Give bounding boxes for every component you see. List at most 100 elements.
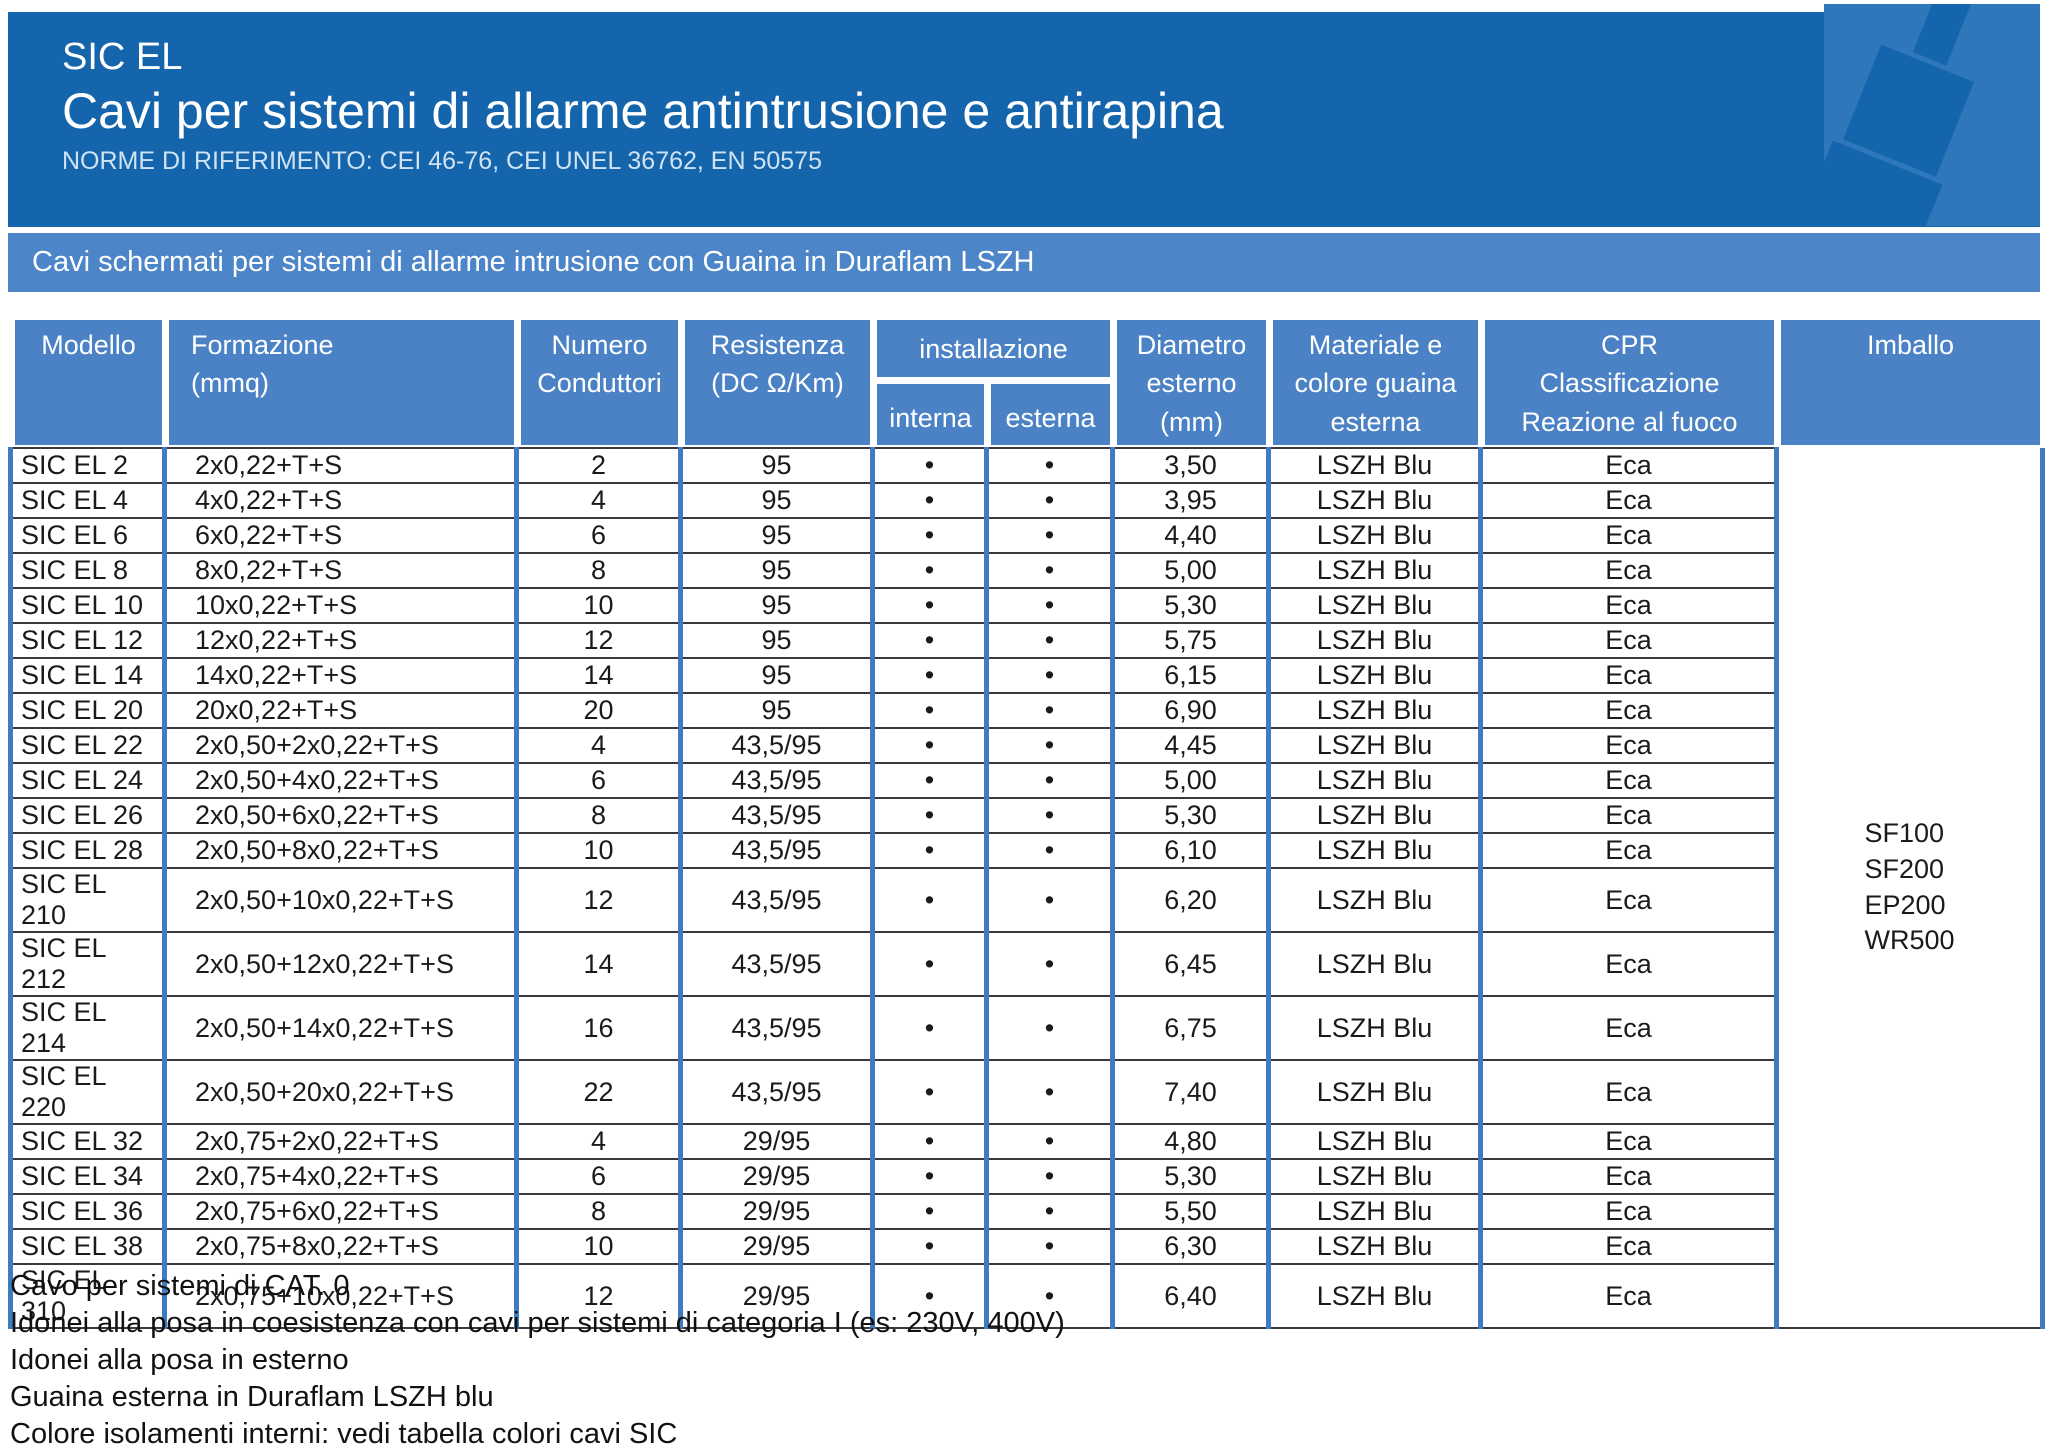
cell-installation-interna: • (870, 762, 989, 799)
cell-cpr: Eca (1478, 832, 1779, 869)
cell-installation-esterna: • (984, 797, 1115, 834)
cell-sheath: LSZH Blu (1266, 482, 1483, 519)
cell-sheath: LSZH Blu (1266, 1263, 1483, 1329)
note-line: Idonei alla posa in esterno (10, 1344, 349, 1376)
cell-resistance: 29/95 (678, 1158, 875, 1195)
cell-installation-esterna: • (984, 692, 1115, 729)
cell-installation-interna: • (870, 727, 989, 764)
page-header: SIC EL Cavi per sistemi di allarme antin… (8, 4, 2040, 227)
header-text-block: SIC EL Cavi per sistemi di allarme antin… (8, 12, 2040, 176)
cell-installation-interna: • (870, 622, 989, 659)
cell-conductors: 16 (514, 995, 683, 1061)
table-row: SIC EL 6 6x0,22+T+S 6 95 • • 4,40 LSZH B… (8, 517, 2043, 554)
cell-model: SIC EL 38 (8, 1228, 167, 1265)
cell-cpr: Eca (1478, 727, 1779, 764)
cell-cpr: Eca (1478, 1059, 1779, 1125)
footer-notes: Cavo per sistemi di CAT. 0 Idonei alla p… (10, 1268, 1065, 1453)
cell-model: SIC EL 22 (8, 727, 167, 764)
cell-conductors: 6 (514, 762, 683, 799)
cell-resistance: 43,5/95 (678, 797, 875, 834)
table-body: SIC EL 2 2x0,22+T+S 2 95 • • 3,50 LSZH B… (8, 447, 2045, 1329)
cell-resistance: 43,5/95 (678, 1059, 875, 1125)
cell-model: SIC EL 20 (8, 692, 167, 729)
cell-cpr: Eca (1478, 482, 1779, 519)
col-header-cpr: CPR Classificazione Reazione al fuoco (1478, 313, 1781, 452)
table-row: SIC EL 212 2x0,50+12x0,22+T+S 14 43,5/95… (8, 931, 2043, 997)
note-line: Idonei alla posa in coesistenza con cavi… (10, 1307, 1065, 1339)
cell-conductors: 4 (514, 1123, 683, 1160)
cell-sheath: LSZH Blu (1266, 1059, 1483, 1125)
cell-installation-interna: • (870, 867, 989, 933)
cell-conductors: 2 (514, 447, 683, 484)
table-row: SIC EL 210 2x0,50+10x0,22+T+S 12 43,5/95… (8, 867, 2043, 933)
table-row: SIC EL 2 2x0,22+T+S 2 95 • • 3,50 LSZH B… (8, 447, 2045, 1329)
cell-conductors: 10 (514, 1228, 683, 1265)
cell-conductors: 14 (514, 931, 683, 997)
cell-model: SIC EL 212 (8, 931, 167, 997)
cell-diameter: 6,30 (1110, 1228, 1271, 1265)
cell-diameter: 5,75 (1110, 622, 1271, 659)
cell-installation-interna: • (870, 587, 989, 624)
cell-cpr: Eca (1478, 1123, 1779, 1160)
section-banner: Cavi schermati per sistemi di allarme in… (8, 233, 2040, 292)
cell-cpr: Eca (1478, 1193, 1779, 1230)
reference-norms: NORME DI RIFERIMENTO: CEI 46-76, CEI UNE… (62, 146, 822, 175)
cell-installation-esterna: • (984, 832, 1115, 869)
cell-model: SIC EL 12 (8, 622, 167, 659)
cell-formation: 2x0,75+4x0,22+T+S (162, 1158, 519, 1195)
cell-formation: 12x0,22+T+S (162, 622, 519, 659)
cell-formation: 2x0,22+T+S (162, 447, 519, 484)
section-banner-text: Cavi schermati per sistemi di allarme in… (32, 246, 1035, 278)
cell-formation: 6x0,22+T+S (162, 517, 519, 554)
cell-installation-esterna: • (984, 1158, 1115, 1195)
table-row: SIC EL 4 4x0,22+T+S 4 95 • • 3,95 LSZH B… (8, 482, 2043, 519)
cell-resistance: 95 (678, 447, 875, 484)
cell-diameter: 6,75 (1110, 995, 1271, 1061)
cell-conductors: 22 (514, 1059, 683, 1125)
cell-model: SIC EL 32 (8, 1123, 167, 1160)
table-row: SIC EL 32 2x0,75+2x0,22+T+S 4 29/95 • • … (8, 1123, 2043, 1160)
cell-resistance: 29/95 (678, 1193, 875, 1230)
cell-resistance: 43,5/95 (678, 867, 875, 933)
cell-formation: 2x0,75+8x0,22+T+S (162, 1228, 519, 1265)
cell-diameter: 5,30 (1110, 797, 1271, 834)
cell-installation-interna: • (870, 1263, 989, 1329)
col-header-resistenza: Resistenza (DC Ω/Km) (678, 313, 877, 452)
col-header-materiale: Materiale e colore guaina esterna (1266, 313, 1485, 452)
table-row: SIC EL 214 2x0,50+14x0,22+T+S 16 43,5/95… (8, 995, 2043, 1061)
cell-sheath: LSZH Blu (1266, 587, 1483, 624)
cell-formation: 2x0,50+8x0,22+T+S (162, 832, 519, 869)
cell-conductors: 4 (514, 727, 683, 764)
cell-sheath: LSZH Blu (1266, 995, 1483, 1061)
cell-resistance: 95 (678, 552, 875, 589)
cell-conductors: 4 (514, 482, 683, 519)
table-row: SIC EL 10 10x0,22+T+S 10 95 • • 5,30 LSZ… (8, 587, 2043, 624)
cell-sheath: LSZH Blu (1266, 931, 1483, 997)
cell-model: SIC EL 2 (8, 447, 167, 484)
cell-sheath: LSZH Blu (1266, 447, 1483, 484)
cell-imballo: SF100 SF200 EP200 WR500 (1774, 448, 2045, 1329)
cell-installation-interna: • (870, 1158, 989, 1195)
cell-cpr: Eca (1478, 1228, 1779, 1265)
cell-installation-interna: • (870, 482, 989, 519)
cell-sheath: LSZH Blu (1266, 657, 1483, 694)
cell-resistance: 43,5/95 (678, 931, 875, 997)
cell-diameter: 4,40 (1110, 517, 1271, 554)
cell-model: SIC EL 26 (8, 797, 167, 834)
cell-resistance: 95 (678, 657, 875, 694)
cell-sheath: LSZH Blu (1266, 1123, 1483, 1160)
imballo-values: SF100 SF200 EP200 WR500 (1864, 818, 1955, 956)
cable-wire-top (1912, 4, 1984, 66)
cell-resistance: 43,5/95 (678, 762, 875, 799)
cell-sheath: LSZH Blu (1266, 867, 1483, 933)
cell-resistance: 29/95 (678, 1228, 875, 1265)
cell-installation-esterna: • (984, 1228, 1115, 1265)
cell-conductors: 8 (514, 797, 683, 834)
cell-resistance: 29/95 (678, 1263, 875, 1329)
table-row: SIC EL 36 2x0,75+6x0,22+T+S 8 29/95 • • … (8, 1193, 2043, 1230)
cell-model: SIC EL 10 (8, 587, 167, 624)
cell-diameter: 6,90 (1110, 692, 1271, 729)
cell-model: SIC EL 4 (8, 482, 167, 519)
cell-installation-interna: • (870, 447, 989, 484)
cell-resistance: 43,5/95 (678, 832, 875, 869)
